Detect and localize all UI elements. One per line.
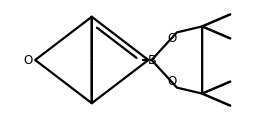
Text: O: O bbox=[24, 54, 33, 66]
Text: O: O bbox=[167, 32, 177, 45]
Text: O: O bbox=[167, 75, 177, 88]
Text: B: B bbox=[147, 54, 156, 66]
